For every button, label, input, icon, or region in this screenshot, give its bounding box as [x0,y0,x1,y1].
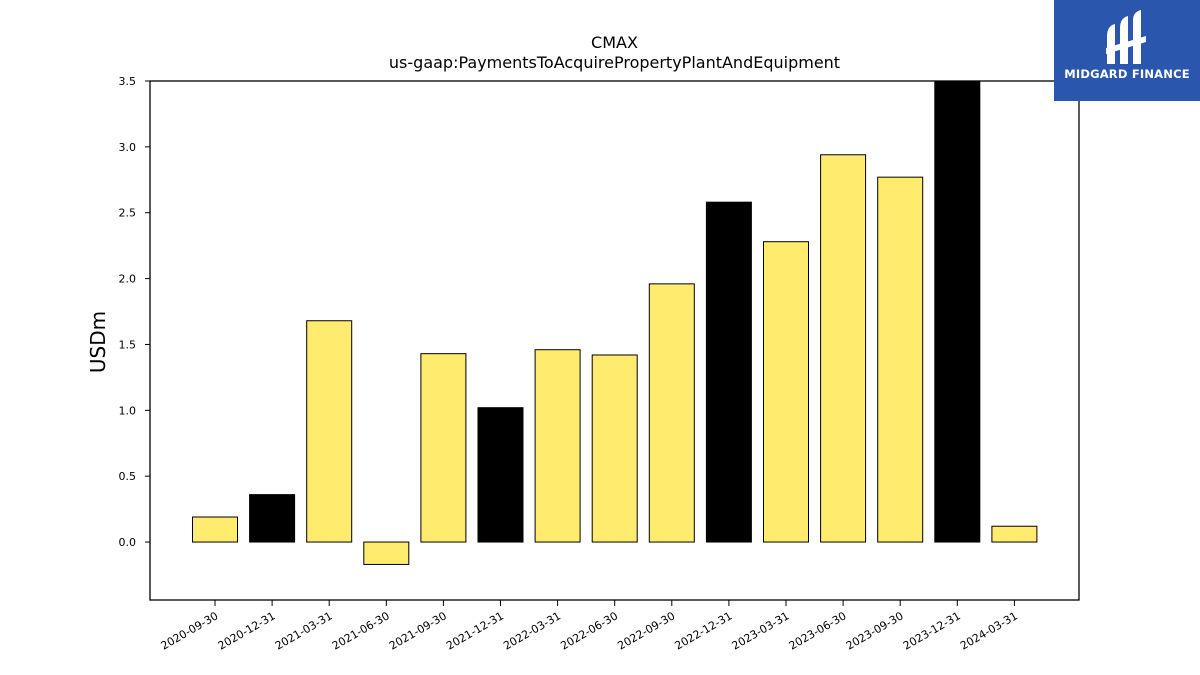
x-tick-label: 2023-06-30 [787,609,849,652]
y-ticks: 0.0 0.5 1.0 1.5 2.0 2.5 3.0 3.5 [119,75,150,549]
y-tick-label: 3.5 [119,75,137,88]
bar-2021-03-31 [306,320,353,543]
bar-2022-06-30 [591,354,638,543]
x-tick-label: 2021-09-30 [387,609,449,652]
x-tick-label: 2021-12-31 [444,609,506,652]
bar-2024-03-31 [991,525,1038,543]
midgard-logo: MIDGARD FINANCE [1054,0,1200,101]
bar-2020-09-30 [192,516,238,543]
x-tick-label: 2020-12-31 [216,609,278,652]
bar-2020-12-31 [249,494,296,543]
x-ticks: 2020-09-302020-12-312021-03-312021-06-30… [159,600,1020,653]
bar-2022-09-30 [648,283,695,543]
y-tick-label: 0.0 [119,536,137,549]
y-axis-label: USDm [86,311,110,373]
x-tick-label: 2023-12-31 [901,609,963,652]
y-tick-label: 1.5 [119,338,137,351]
x-tick-label: 2021-06-30 [330,609,392,652]
bar-2023-09-30 [877,176,924,543]
y-tick-label: 2.0 [119,273,137,286]
y-tick-label: 2.5 [119,207,137,220]
x-tick-label: 2022-03-31 [501,609,563,652]
x-tick-label: 2023-03-31 [730,609,792,652]
bar-2023-06-30 [820,154,867,543]
y-tick-label: 0.5 [119,470,137,483]
x-tick-label: 2022-12-31 [673,609,735,652]
bar-2022-03-31 [534,349,581,543]
x-tick-label: 2023-09-30 [844,609,906,652]
bar-2021-12-31 [477,407,524,543]
x-tick-label: 2024-03-31 [958,609,1020,652]
plot-frame [149,80,1080,601]
x-tick-label: 2022-09-30 [615,609,677,652]
chart-title: CMAX [591,33,638,52]
chart-subtitle: us-gaap:PaymentsToAcquirePropertyPlantAn… [389,53,840,72]
midgard-logo-icon [1106,10,1146,64]
bar-2021-06-30 [363,541,410,565]
y-tick-label: 1.0 [119,404,137,417]
x-tick-label: 2020-09-30 [159,609,221,652]
bar-2021-09-30 [420,353,467,543]
x-tick-label: 2021-03-31 [273,609,335,652]
x-tick-label: 2022-06-30 [558,609,620,652]
brand-name: MIDGARD FINANCE [1064,67,1190,81]
bar-2022-12-31 [705,201,752,543]
bars-group [192,80,1038,565]
bar-2023-03-31 [763,241,809,543]
y-tick-label: 3.0 [119,141,137,154]
bar-2023-12-31 [934,80,981,543]
